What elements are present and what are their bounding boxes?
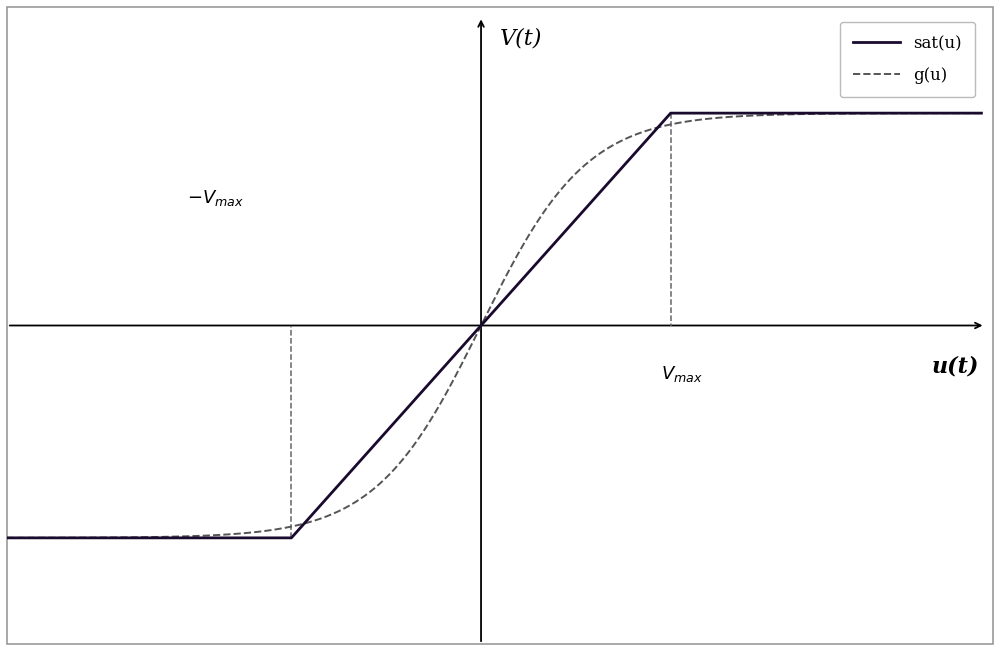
sat(u) — [665, 109, 677, 117]
sat(u) — [1, 534, 13, 542]
g(u) — [1, 534, 13, 542]
Text: u(t): u(t) — [932, 355, 979, 377]
g(u) — [623, 133, 635, 141]
g(u) — [593, 150, 605, 158]
Line: g(u): g(u) — [7, 113, 983, 538]
g(u) — [741, 112, 753, 120]
Text: V(t): V(t) — [500, 28, 542, 49]
Text: $-V_{max}$: $-V_{max}$ — [187, 188, 244, 208]
Text: $V_{max}$: $V_{max}$ — [661, 364, 703, 383]
g(u) — [977, 109, 989, 117]
sat(u) — [977, 109, 989, 117]
g(u) — [841, 109, 853, 117]
sat(u) — [285, 534, 297, 542]
Line: sat(u): sat(u) — [7, 113, 983, 538]
g(u) — [61, 534, 73, 542]
g(u) — [568, 172, 580, 180]
Legend: sat(u), g(u): sat(u), g(u) — [840, 21, 975, 97]
